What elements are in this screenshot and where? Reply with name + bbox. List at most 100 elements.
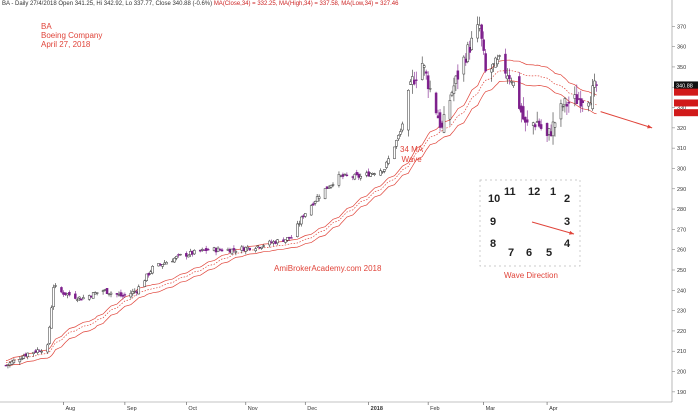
candle-body (470, 37, 474, 50)
candle-body (494, 57, 497, 68)
candle (286, 237, 289, 242)
candle (325, 186, 329, 189)
candle (50, 305, 53, 329)
candle (351, 175, 355, 181)
candle-body (452, 85, 456, 94)
candle (492, 63, 495, 73)
candle-body (327, 186, 331, 189)
candle-body (274, 241, 277, 244)
candle-body (296, 223, 299, 237)
candle-body (121, 294, 125, 297)
clock-number: 8 (490, 238, 497, 250)
candle (173, 257, 176, 263)
candle-body (66, 293, 69, 296)
candle (48, 325, 51, 345)
candle-body (48, 326, 51, 344)
candle-body (565, 104, 569, 107)
candle-body (468, 47, 472, 53)
candle (379, 168, 382, 176)
candle-body (373, 173, 376, 175)
candle-body (40, 351, 43, 353)
candle-body (399, 131, 402, 135)
candle (284, 239, 287, 244)
candle (496, 54, 499, 67)
candle-body (290, 237, 293, 239)
candle (520, 103, 523, 123)
candle (78, 296, 81, 301)
candle (401, 121, 404, 133)
candle (339, 175, 343, 178)
candle-body (587, 102, 590, 107)
candle-body (393, 146, 396, 159)
clock-arrow-head (569, 230, 574, 235)
candle-body (492, 63, 495, 65)
candle-body (276, 239, 279, 244)
candle (24, 352, 28, 357)
y-tick-label: 300 (677, 166, 686, 172)
candle (567, 96, 571, 113)
candle-body (145, 273, 148, 281)
candle (317, 194, 321, 202)
candle-body (10, 361, 14, 365)
candle (296, 220, 299, 238)
candle (478, 16, 481, 32)
candle (179, 253, 182, 256)
candle-body (545, 123, 549, 136)
clock-number: 4 (564, 238, 571, 250)
candle (434, 91, 438, 115)
candle (533, 122, 537, 131)
candle (218, 247, 222, 251)
candle (60, 286, 63, 294)
candle-body (78, 296, 81, 299)
candle-body (230, 248, 234, 255)
candle-body (359, 176, 363, 179)
candle (411, 69, 414, 94)
candle (232, 245, 236, 253)
y-tick-label: 310 (677, 146, 686, 152)
candle-body (91, 292, 95, 299)
candle-body (131, 291, 135, 294)
candle-body (187, 254, 190, 258)
candle (91, 291, 95, 299)
candle (185, 251, 188, 260)
candle-body (105, 288, 109, 294)
candle (309, 203, 313, 216)
candle (341, 172, 345, 180)
candle (131, 288, 135, 297)
candle (103, 288, 107, 292)
candle-body (351, 176, 355, 178)
candle-body (240, 246, 244, 251)
candle-body (80, 298, 83, 301)
header-ma-low: MA(Low,34) = 327.46 (341, 1, 399, 7)
candle-body (496, 59, 499, 65)
candle-body (300, 216, 303, 225)
candle (353, 173, 357, 181)
candle-body (204, 248, 208, 252)
candle (226, 247, 230, 251)
x-tick-label: Sep (127, 406, 137, 411)
candle-body (248, 247, 252, 251)
candle (462, 55, 466, 82)
x-tick-label: Nov (248, 406, 258, 411)
candle (302, 213, 305, 219)
y-tick-label: 270 (677, 227, 686, 233)
candle-body (524, 116, 527, 123)
wave-arrow (600, 111, 653, 129)
candle-body (381, 171, 384, 173)
candle (522, 97, 525, 121)
candle (327, 185, 331, 189)
candle-body (341, 174, 345, 177)
candle-body (115, 293, 119, 295)
candle-body (369, 173, 372, 177)
candle-body (317, 196, 321, 199)
candle (143, 279, 146, 287)
candle (315, 193, 319, 202)
x-tick-label: Apr (549, 406, 558, 411)
ma-price-tag (674, 109, 698, 117)
candle (508, 68, 511, 85)
clock-frame (479, 179, 581, 267)
candle (470, 31, 474, 51)
candle-body (258, 246, 261, 249)
candle (220, 247, 224, 252)
